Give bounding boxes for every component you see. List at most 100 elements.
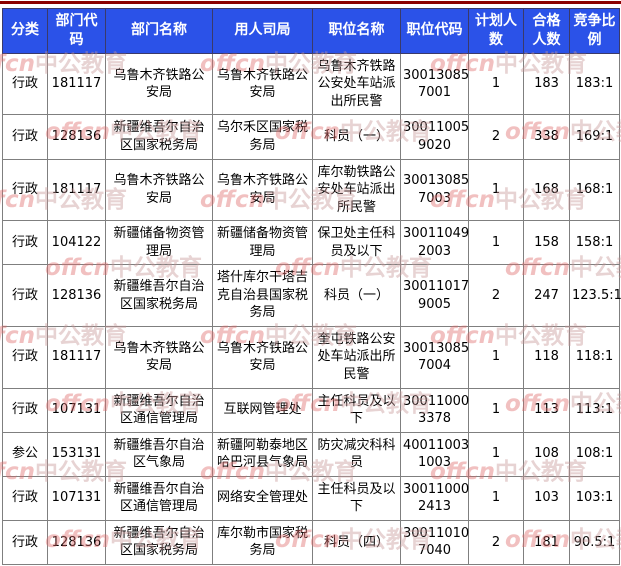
column-header: 用人司局 bbox=[212, 8, 313, 54]
table-body: 行政 181117 乌鲁木齐铁路公安局 乌鲁木齐铁路公安局 乌鲁木齐铁路公安处车站派出所… bbox=[2, 52, 621, 565]
table-cell: 乌尔禾区国家税务局 bbox=[212, 114, 313, 160]
table-row: 参公 153131 新疆维吾尔自治区气象局 新疆阿勒泰地区哈巴河县气象局 防灾减灾科科员… bbox=[2, 431, 620, 477]
table-row: 行政 181117 乌鲁木齐铁路公安局 乌鲁木齐铁路公安局 奎屯铁路公安处车站派出所民警… bbox=[2, 325, 620, 389]
table-cell: 181117 bbox=[47, 158, 106, 222]
table-cell: 128136 bbox=[47, 114, 106, 160]
table-cell: 104122 bbox=[47, 220, 106, 266]
table-cell: 行政 bbox=[2, 475, 48, 521]
table-cell: 247 bbox=[523, 264, 570, 327]
table-cell: 防灾减灾科科员 bbox=[312, 431, 401, 477]
table-cell: 1 bbox=[468, 325, 524, 389]
table-cell: 塔什库尔干塔吉克自治县国家税务局 bbox=[212, 264, 313, 327]
table-cell: 30013085 7001 bbox=[400, 52, 469, 116]
table-cell: 行政 bbox=[2, 325, 48, 389]
column-header: 竞争比例 bbox=[569, 8, 620, 54]
table-cell: 30011005 9020 bbox=[400, 114, 469, 160]
table-cell: 30011017 9005 bbox=[400, 264, 469, 327]
table-cell: 113 bbox=[523, 387, 570, 433]
table-cell: 乌鲁木齐铁路公安局 bbox=[105, 158, 213, 222]
table-cell: 338 bbox=[523, 114, 570, 160]
table-cell: 新疆阿勒泰地区哈巴河县气象局 bbox=[212, 431, 313, 477]
table-cell: 科员（一） bbox=[312, 114, 401, 160]
table-cell: 奎屯铁路公安处车站派出所民警 bbox=[312, 325, 401, 389]
table-cell: 1 bbox=[468, 52, 524, 116]
table-cell: 123.5:1 bbox=[569, 264, 621, 327]
table-cell: 1 bbox=[468, 475, 524, 521]
table-cell: 40011003 1003 bbox=[400, 431, 469, 477]
column-header: 职位名称 bbox=[312, 8, 401, 54]
table-cell: 新疆维吾尔自治区国家税务局 bbox=[105, 519, 213, 565]
table-cell: 107131 bbox=[47, 387, 106, 433]
table-cell: 乌鲁木齐铁路公安局 bbox=[212, 325, 313, 389]
table-cell: 1 bbox=[468, 431, 524, 477]
table-cell: 保卫处主任科员及以下 bbox=[312, 220, 401, 266]
table-cell: 158:1 bbox=[569, 220, 620, 266]
table-cell: 新疆维吾尔自治区气象局 bbox=[105, 431, 213, 477]
table-row: 行政 128136 新疆维吾尔自治区国家税务局 乌尔禾区国家税务局 科员（一） 30011… bbox=[2, 114, 620, 160]
table-cell: 乌鲁木齐铁路公安局 bbox=[105, 52, 213, 116]
table-cell: 科员（四） bbox=[312, 519, 401, 565]
table-cell: 库尔勒铁路公安处车站派出所民警 bbox=[312, 158, 401, 222]
table-row: 行政 128136 新疆维吾尔自治区国家税务局 塔什库尔干塔吉克自治县国家税务局 科员（… bbox=[2, 264, 621, 327]
table-cell: 主任科员及以下 bbox=[312, 475, 401, 521]
column-header: 计划人数 bbox=[468, 8, 524, 54]
table-cell: 新疆储备物资管理局 bbox=[212, 220, 313, 266]
table-cell: 新疆维吾尔自治区国家税务局 bbox=[105, 114, 213, 160]
table-cell: 乌鲁木齐铁路公安处车站派出所民警 bbox=[312, 52, 401, 116]
table-cell: 2 bbox=[468, 519, 524, 565]
table-row: 行政 181117 乌鲁木齐铁路公安局 乌鲁木齐铁路公安局 库尔勒铁路公安处车站派出所民… bbox=[2, 158, 620, 222]
table-cell: 153131 bbox=[47, 431, 106, 477]
table-cell: 行政 bbox=[2, 519, 48, 565]
table-cell: 103 bbox=[523, 475, 570, 521]
table-cell: 103:1 bbox=[569, 475, 620, 521]
table-cell: 90.5:1 bbox=[569, 519, 620, 565]
table-cell: 118 bbox=[523, 325, 570, 389]
table-row: 行政 128136 新疆维吾尔自治区国家税务局 库尔勒市国家税务局 科员（四） 30011… bbox=[2, 519, 620, 565]
table-cell: 行政 bbox=[2, 158, 48, 222]
table-cell: 168:1 bbox=[569, 158, 620, 222]
table-cell: 181 bbox=[523, 519, 570, 565]
table-cell: 行政 bbox=[2, 52, 48, 116]
table-cell: 30011000 3378 bbox=[400, 387, 469, 433]
table-cell: 183 bbox=[523, 52, 570, 116]
table-cell: 107131 bbox=[47, 475, 106, 521]
table-cell: 乌鲁木齐铁路公安局 bbox=[105, 325, 213, 389]
table-cell: 新疆储备物资管理局 bbox=[105, 220, 213, 266]
column-header: 职位代码 bbox=[400, 8, 469, 54]
table-cell: 新疆维吾尔自治区国家税务局 bbox=[105, 264, 213, 327]
table-cell: 新疆维吾尔自治区通信管理局 bbox=[105, 475, 213, 521]
table-cell: 113:1 bbox=[569, 387, 620, 433]
table-cell: 网络安全管理处 bbox=[212, 475, 313, 521]
table-cell: 1 bbox=[468, 158, 524, 222]
table-cell: 30013085 7003 bbox=[400, 158, 469, 222]
table-row: 行政 107131 新疆维吾尔自治区通信管理局 互联网管理处 主任科员及以下 300110… bbox=[2, 387, 620, 433]
column-header: 部门名称 bbox=[105, 8, 213, 54]
table-cell: 乌鲁木齐铁路公安局 bbox=[212, 52, 313, 116]
recruitment-table: 分类 部门代码 部门名称 用人司局 职位名称 职位代码 计划人数 合格人数 竞争比例 行政 181… bbox=[2, 8, 621, 565]
table-cell: 新疆维吾尔自治区通信管理局 bbox=[105, 387, 213, 433]
table-cell: 169:1 bbox=[569, 114, 620, 160]
table-cell: 118:1 bbox=[569, 325, 620, 389]
table-cell: 科员（一） bbox=[312, 264, 401, 327]
table-cell: 181117 bbox=[47, 325, 106, 389]
table-cell: 行政 bbox=[2, 114, 48, 160]
table-cell: 1 bbox=[468, 387, 524, 433]
column-header: 部门代码 bbox=[47, 8, 106, 54]
table-cell: 183:1 bbox=[569, 52, 620, 116]
column-header: 合格人数 bbox=[523, 8, 570, 54]
header-row: 分类 部门代码 部门名称 用人司局 职位名称 职位代码 计划人数 合格人数 竞争比例 bbox=[2, 8, 620, 54]
column-header: 分类 bbox=[2, 8, 48, 54]
table-cell: 1 bbox=[468, 220, 524, 266]
table-cell: 158 bbox=[523, 220, 570, 266]
table-cell: 行政 bbox=[2, 387, 48, 433]
table-cell: 168 bbox=[523, 158, 570, 222]
table-cell: 互联网管理处 bbox=[212, 387, 313, 433]
table-row: 行政 107131 新疆维吾尔自治区通信管理局 网络安全管理处 主任科员及以下 30011… bbox=[2, 475, 620, 521]
table-cell: 30011049 2003 bbox=[400, 220, 469, 266]
table-cell: 行政 bbox=[2, 220, 48, 266]
top-divider bbox=[0, 1, 621, 4]
table-cell: 参公 bbox=[2, 431, 48, 477]
table-cell: 2 bbox=[468, 114, 524, 160]
table-cell: 108:1 bbox=[569, 431, 620, 477]
table-cell: 30011000 2413 bbox=[400, 475, 469, 521]
